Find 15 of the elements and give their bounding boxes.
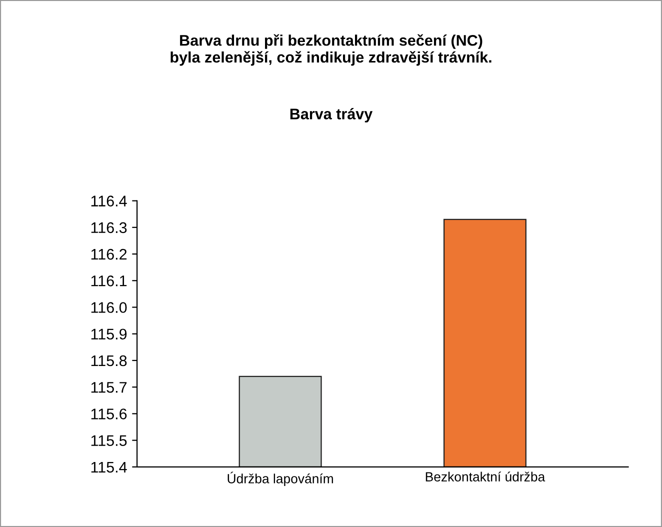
y-tick-label: 116.0: [91, 302, 127, 313]
y-tick-label: 115.7: [91, 382, 127, 393]
y-tick-label: 116.2: [91, 248, 127, 260]
y-tick-label: 115.8: [91, 355, 127, 366]
y-tick-label: 115.5: [91, 435, 127, 446]
x-tick-label: Bezkontaktní údržba: [426, 472, 546, 482]
y-tick-label: 115.9: [91, 328, 127, 340]
y-tick-label: 116.3: [91, 222, 127, 234]
y-tick-label: 116.4: [91, 196, 127, 206]
x-tick-label: Údržba lapováním: [228, 472, 333, 486]
y-tick-label: 116.1: [91, 275, 127, 286]
y-tick-label: 115.6: [91, 408, 127, 420]
chart-title: Barva drnu při bezkontaktním sečení (NC) byla zelenější, což indikuje zdravější trávník.: [170, 34, 492, 66]
y-tick-label: 115.4: [91, 462, 127, 473]
chart-subtitle: Barva trávy: [290, 108, 373, 122]
